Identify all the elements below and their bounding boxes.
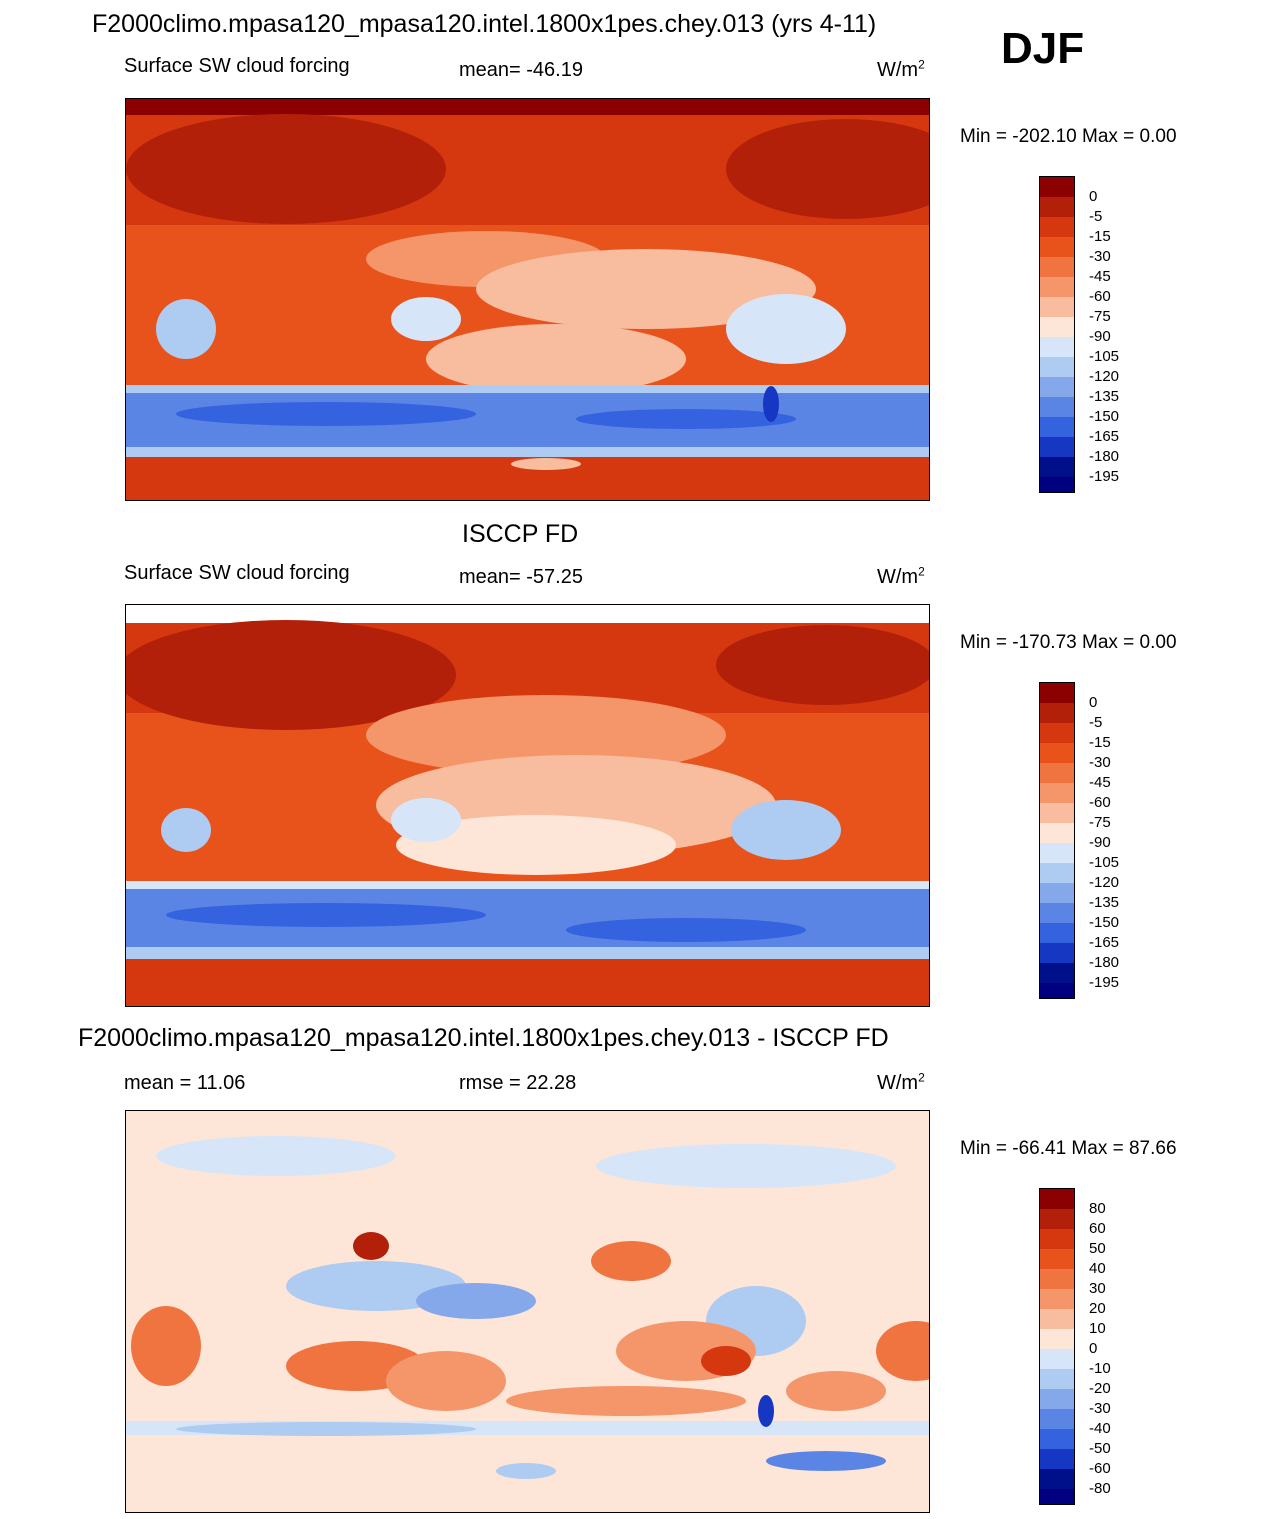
panel3-colorbar-label: -60	[1089, 1460, 1111, 1477]
panel3-colorbar-label: -30	[1089, 1400, 1111, 1417]
panel1-colorbar-label: -195	[1089, 468, 1120, 485]
panel3-colorbar-label: -40	[1089, 1420, 1111, 1437]
panel3-rmse-label: rmse = 22.28	[459, 1072, 577, 1094]
panel2-minmax: Min = -170.73 Max = 0.00	[960, 632, 1177, 653]
panel1-map	[125, 98, 930, 501]
panel2-colorbar	[1039, 682, 1075, 999]
panel3-colorbar-label: -10	[1089, 1360, 1111, 1377]
panel2-title: ISCCP FD	[462, 520, 579, 548]
panel2-colorbar-label: -60	[1089, 794, 1111, 811]
panel3-colorbar-label: 50	[1089, 1240, 1106, 1257]
panel3-minmax: Min = -66.41 Max = 87.66	[960, 1138, 1177, 1159]
panel1-colorbar-label: -15	[1089, 228, 1111, 245]
panel2-colorbar-label: -135	[1089, 894, 1120, 911]
panel1-mean-label: mean= -46.19	[459, 59, 583, 81]
panel2-colorbar-label: -105	[1089, 854, 1120, 871]
panel3-colorbar-label: 10	[1089, 1320, 1106, 1337]
panel2-colorbar-label: -5	[1089, 714, 1103, 731]
panel2-colorbar-label: -90	[1089, 834, 1111, 851]
panel1-colorbar-label: -135	[1089, 388, 1120, 405]
panel3-colorbar	[1039, 1188, 1075, 1505]
panel3-colorbar-label: 30	[1089, 1280, 1106, 1297]
panel2-colorbar-label: -45	[1089, 774, 1111, 791]
panel3-colorbar-label: -50	[1089, 1440, 1111, 1457]
panel2-unit-label: W/m2	[877, 564, 925, 588]
panel3-colorbar-label: 80	[1089, 1200, 1106, 1217]
panel2-colorbar-label: -15	[1089, 734, 1111, 751]
panel1-colorbar-label: -5	[1089, 208, 1103, 225]
panel2-colorbar-label: -120	[1089, 874, 1120, 891]
panel2-colorbar-label: -180	[1089, 954, 1120, 971]
panel1-minmax: Min = -202.10 Max = 0.00	[960, 126, 1177, 147]
panel1-unit-label: W/m2	[877, 57, 925, 81]
panel1-variable-label: Surface SW cloud forcing	[124, 55, 350, 77]
panel3-mean-label: mean = 11.06	[124, 1072, 246, 1094]
panel1-colorbar-label: -45	[1089, 268, 1111, 285]
panel1-colorbar-label: -75	[1089, 308, 1111, 325]
panel3-colorbar-label: 40	[1089, 1260, 1106, 1277]
panel3-colorbar-label: 20	[1089, 1300, 1106, 1317]
panel2-colorbar-label: -30	[1089, 754, 1111, 771]
panel1-colorbar-label: -30	[1089, 248, 1111, 265]
panel1-colorbar-label: -105	[1089, 348, 1120, 365]
panel3-unit-label: W/m2	[877, 1070, 925, 1094]
panel1-title: F2000climo.mpasa120_mpasa120.intel.1800x…	[92, 10, 877, 38]
panel2-colorbar-label: -75	[1089, 814, 1111, 831]
panel1-colorbar-label: -90	[1089, 328, 1111, 345]
panel3-map	[125, 1110, 930, 1513]
panel1-colorbar-label: -150	[1089, 408, 1120, 425]
panel3-colorbar-label: 0	[1089, 1340, 1098, 1357]
panel3-colorbar-label: -20	[1089, 1380, 1111, 1397]
panel3-colorbar-label: 60	[1089, 1220, 1106, 1237]
panel2-colorbar-label: -150	[1089, 914, 1120, 931]
season-label: DJF	[1001, 24, 1085, 73]
panel3-title: F2000climo.mpasa120_mpasa120.intel.1800x…	[78, 1024, 889, 1052]
panel1-colorbar-label: -60	[1089, 288, 1111, 305]
panel1-colorbar-label: 0	[1089, 188, 1098, 205]
panel2-map	[125, 604, 930, 1007]
panel2-colorbar-label: 0	[1089, 694, 1098, 711]
panel1-colorbar-label: -180	[1089, 448, 1120, 465]
panel3-colorbar-label: -80	[1089, 1480, 1111, 1497]
panel2-colorbar-label: -195	[1089, 974, 1120, 991]
panel1-colorbar	[1039, 176, 1075, 493]
panel2-variable-label: Surface SW cloud forcing	[124, 562, 350, 584]
panel2-colorbar-label: -165	[1089, 934, 1120, 951]
panel1-colorbar-label: -120	[1089, 368, 1120, 385]
panel2-mean-label: mean= -57.25	[459, 566, 583, 588]
panel1-colorbar-label: -165	[1089, 428, 1120, 445]
